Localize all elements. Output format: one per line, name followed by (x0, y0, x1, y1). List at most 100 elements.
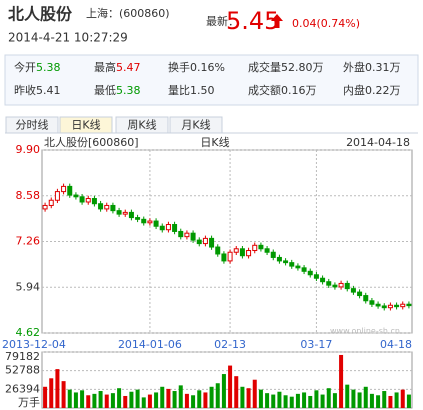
volume-bar (228, 365, 233, 408)
x-tick-label: 2013-12-04 (2, 338, 66, 351)
stat-value: 0.22万 (365, 84, 401, 97)
candle-body (116, 210, 122, 215)
volume-bar (98, 391, 103, 408)
volume-bar (141, 397, 146, 408)
candle-body (110, 204, 116, 212)
volume-bar (73, 392, 78, 408)
volume-bar (166, 388, 171, 408)
candle-body (332, 284, 338, 288)
candle-body (400, 303, 406, 308)
tab-label[interactable]: 分时线 (16, 118, 49, 132)
y-tick-label: 7.26 (16, 235, 41, 248)
candle-body (313, 274, 319, 279)
y-tick-label: 8.58 (16, 189, 41, 202)
volume-bar (345, 384, 350, 408)
volume-tick-label: 52788 (5, 364, 40, 377)
volume-bar (265, 393, 270, 408)
candle-body (246, 250, 252, 257)
stat-value: 5.47 (116, 61, 141, 74)
candle-body (172, 224, 178, 232)
stat-label: 外盘 (343, 60, 365, 74)
x-tick-label: 02-13 (214, 338, 246, 351)
tab-label[interactable]: 日K线 (71, 118, 100, 132)
price: 5.45 (226, 7, 279, 35)
volume-bar (339, 354, 344, 408)
volume-bar (154, 392, 159, 408)
volume-bar (400, 389, 405, 408)
stat-label: 最高 (94, 60, 116, 74)
stat-value: 5.41 (36, 84, 61, 97)
candle-body (326, 281, 332, 286)
candle-body (252, 244, 258, 252)
stat-value: 52.80万 (281, 61, 324, 74)
candle-body (178, 230, 184, 238)
stat-label: 昨收 (14, 83, 36, 97)
candle-body (48, 199, 54, 206)
volume-frame (41, 351, 413, 409)
stat-label: 量比 (168, 84, 190, 97)
tab-label[interactable]: 月K线 (181, 118, 210, 132)
up-arrow (271, 14, 283, 28)
candle-body (239, 248, 245, 257)
volume-bar (388, 395, 393, 408)
candle-body (42, 204, 48, 210)
x-tick-label: 2014-01-06 (118, 338, 182, 351)
stat-label: 成交额 (248, 83, 281, 97)
volume-bar (129, 391, 134, 408)
volume-bar (221, 374, 226, 408)
volume-bar (215, 383, 220, 408)
volume-bar (289, 396, 294, 408)
x-tick-label: 03-17 (300, 338, 332, 351)
candle-body (153, 220, 159, 227)
candle-body (394, 304, 400, 308)
volume-bar (308, 395, 313, 408)
volume-bar (382, 391, 387, 408)
candle-body (73, 194, 79, 198)
tab[interactable] (59, 116, 113, 134)
volume-bar (191, 395, 196, 408)
volume-bar (92, 393, 97, 408)
candle-body (147, 220, 153, 224)
candle-body (264, 248, 270, 253)
candle-body (227, 251, 233, 262)
volume-bar (320, 394, 325, 408)
volume-bar (61, 381, 66, 408)
change: 0.04(0.74%) (292, 17, 360, 30)
volume-bar (49, 378, 54, 408)
volume-bar (240, 386, 245, 408)
volume-bar (277, 391, 282, 408)
volume-bar (332, 393, 337, 408)
candle-body (338, 282, 344, 288)
volume-bar (104, 394, 109, 408)
stat-label: 最低 (94, 84, 116, 97)
candle-body (276, 256, 282, 262)
candle-body (369, 300, 375, 305)
candle-body (67, 185, 73, 196)
candle-body (122, 211, 128, 215)
stock-name: 北人股份 (8, 5, 73, 24)
candle-body (350, 288, 356, 293)
candle-body (363, 295, 369, 302)
candle-body (98, 203, 104, 210)
tab[interactable] (115, 116, 169, 134)
candle-body (85, 198, 91, 203)
volume-bar (376, 395, 381, 408)
candle-body (270, 251, 276, 258)
candle-body (202, 237, 208, 245)
x-tick-label: 04-18 (380, 338, 412, 351)
tab-label[interactable]: 周K线 (127, 118, 156, 132)
volume-bar (135, 389, 140, 408)
volume-bar (369, 393, 374, 408)
candle-body (190, 232, 196, 241)
candle-body (141, 218, 147, 224)
candle-body (79, 196, 85, 203)
tab[interactable] (169, 116, 223, 134)
candle-body (184, 232, 190, 238)
stat-label: 内盘 (343, 83, 365, 97)
candle-body (344, 282, 350, 290)
tab[interactable] (5, 116, 59, 134)
stats-box (4, 54, 419, 106)
candle-body (215, 246, 221, 255)
volume-bar (117, 388, 122, 408)
